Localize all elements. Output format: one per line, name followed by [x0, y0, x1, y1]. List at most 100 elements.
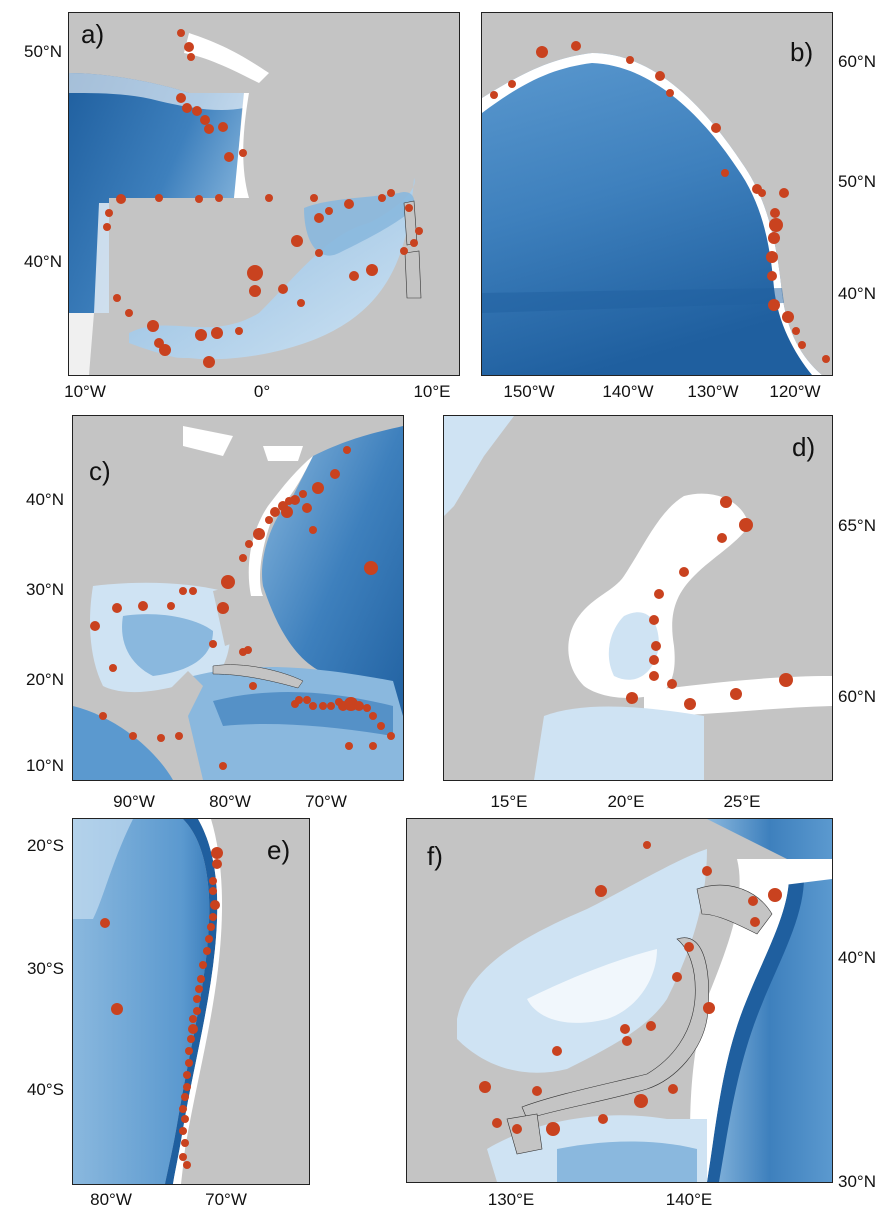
station-marker-e-22	[179, 1105, 187, 1113]
station-marker-b-1	[536, 46, 548, 58]
station-marker-a-22	[291, 235, 303, 247]
lat-tick-f-0: 40°N	[838, 948, 876, 967]
station-marker-e-17	[185, 1047, 193, 1055]
station-marker-b-15	[767, 271, 777, 281]
station-marker-f-8	[703, 1002, 715, 1014]
station-marker-a-44	[235, 327, 243, 335]
station-marker-b-2	[571, 41, 581, 51]
station-marker-a-21	[400, 247, 408, 255]
peru-chile-trench	[165, 819, 218, 1184]
station-marker-b-18	[792, 327, 800, 335]
station-marker-a-42	[211, 327, 223, 339]
station-marker-a-6	[200, 115, 210, 125]
station-markers-d	[626, 496, 793, 710]
norwegian-sea	[444, 416, 514, 516]
station-marker-f-5	[750, 917, 760, 927]
station-marker-f-19	[546, 1122, 560, 1136]
station-marker-e-11	[195, 985, 203, 993]
station-marker-c-6	[270, 507, 280, 517]
station-marker-b-20	[822, 355, 830, 363]
station-marker-f-16	[634, 1094, 648, 1108]
station-markers-a	[103, 29, 423, 368]
station-markers-f	[479, 841, 782, 1136]
station-marker-d-4	[654, 589, 664, 599]
station-marker-b-14	[766, 251, 778, 263]
station-marker-e-19	[183, 1071, 191, 1079]
station-marker-b-17	[782, 311, 794, 323]
lon-tick-c-1: 80°W	[209, 792, 251, 811]
lon-tick-c-2: 70°W	[305, 792, 347, 811]
station-marker-c-44	[219, 762, 227, 770]
mediterranean-sea	[129, 178, 415, 360]
station-marker-e-14	[189, 1015, 197, 1023]
lat-tick-f-1: 30°N	[838, 1172, 876, 1191]
station-marker-f-9	[646, 1021, 656, 1031]
station-marker-a-3	[176, 93, 186, 103]
lon-tick-d-1: 20°E	[607, 792, 645, 811]
station-marker-e-12	[193, 995, 201, 1003]
station-marker-a-1	[184, 42, 194, 52]
station-marker-c-36	[354, 701, 364, 711]
station-marker-a-18	[405, 204, 413, 212]
station-marker-e-3	[209, 887, 217, 895]
station-marker-f-13	[479, 1081, 491, 1093]
station-marker-d-11	[684, 698, 696, 710]
lat-tick-d-1: 60°N	[838, 687, 876, 706]
station-marker-c-49	[175, 732, 183, 740]
lat-tick-e-0: 20°S	[26, 836, 64, 855]
station-marker-c-25	[90, 621, 100, 631]
station-marker-b-12	[769, 218, 783, 232]
station-marker-d-2	[717, 533, 727, 543]
station-marker-c-23	[138, 601, 148, 611]
lat-tick-d-0: 65°N	[838, 516, 876, 535]
pacific-shelf	[482, 53, 822, 375]
panel-label-f: f)	[427, 841, 443, 871]
station-marker-a-37	[125, 309, 133, 317]
station-marker-a-16	[378, 194, 386, 202]
station-marker-e-28	[100, 918, 110, 928]
lon-tick-d-0: 15°E	[490, 792, 528, 811]
station-marker-f-3	[748, 896, 758, 906]
station-marker-a-29	[297, 299, 305, 307]
lat-tick-e-1: 30°S	[26, 959, 64, 978]
map-panel-d: d)	[443, 415, 833, 781]
map-b-canvas	[482, 13, 832, 375]
station-marker-b-7	[721, 169, 729, 177]
station-marker-a-2	[187, 53, 195, 61]
station-marker-b-0	[508, 80, 516, 88]
map-panel-f: f)	[406, 818, 833, 1183]
station-marker-c-39	[377, 722, 385, 730]
station-marker-f-18	[512, 1124, 522, 1134]
station-marker-f-2	[702, 866, 712, 876]
station-marker-c-40	[387, 732, 395, 740]
station-marker-a-41	[195, 329, 207, 341]
station-marker-e-10	[197, 975, 205, 983]
station-markers-e	[100, 847, 223, 1169]
station-marker-b-5	[666, 89, 674, 97]
station-marker-d-8	[649, 671, 659, 681]
station-marker-f-6	[684, 942, 694, 952]
station-marker-a-27	[249, 285, 261, 297]
lat-tick-a-0: 50°N	[24, 42, 62, 61]
atlantic-ocean-c	[262, 426, 403, 746]
panel-label-b: b)	[790, 37, 814, 67]
station-marker-c-12	[290, 495, 300, 505]
station-marker-f-1	[643, 841, 651, 849]
lon-tick-f-1: 140°E	[665, 1190, 713, 1209]
station-marker-a-11	[265, 194, 273, 202]
station-marker-c-14	[302, 503, 312, 513]
station-marker-c-24	[112, 603, 122, 613]
station-marker-a-38	[147, 320, 159, 332]
lat-tick-c-3: 10°N	[26, 756, 64, 775]
station-marker-c-31	[319, 702, 327, 710]
station-marker-b-13	[768, 232, 780, 244]
station-marker-e-7	[205, 935, 213, 943]
sea-of-japan	[457, 849, 707, 1073]
station-marker-f-4	[768, 888, 782, 902]
panel-label-a: a)	[81, 19, 105, 49]
station-marker-f-11	[622, 1036, 632, 1046]
station-marker-c-29	[303, 696, 311, 704]
station-marker-c-22	[167, 602, 175, 610]
station-marker-a-35	[103, 223, 111, 231]
station-marker-a-36	[113, 294, 121, 302]
